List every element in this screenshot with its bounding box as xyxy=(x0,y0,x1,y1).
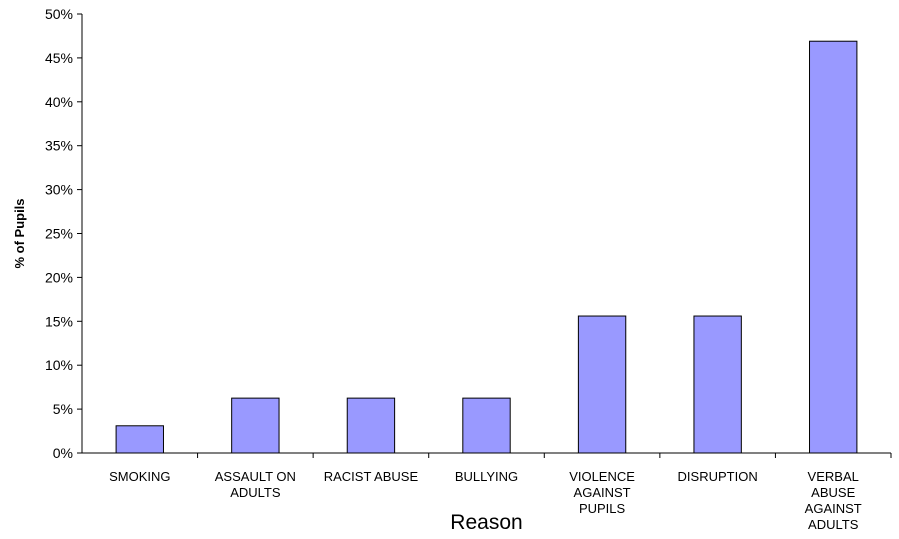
y-tick-label: 45% xyxy=(45,50,73,66)
y-tick-label: 5% xyxy=(53,401,73,417)
y-tick-label: 30% xyxy=(45,182,73,198)
y-tick-label: 35% xyxy=(45,138,73,154)
x-category-label: DISRUPTION xyxy=(678,469,758,484)
y-tick-label: 10% xyxy=(45,357,73,373)
x-category-label: BULLYING xyxy=(455,469,518,484)
x-category-label: VERBAL ABUSE AGAINST ADULTS xyxy=(805,469,862,532)
bar xyxy=(115,425,164,454)
bar xyxy=(693,315,742,454)
y-tick-label: 15% xyxy=(45,313,73,329)
bars xyxy=(115,40,858,454)
y-tick-label: 25% xyxy=(45,226,73,242)
y-tick-label: 20% xyxy=(45,269,73,285)
x-axis-categories: SMOKING ASSAULT ON ADULTS RACIST ABUSE BULLY… xyxy=(109,453,892,532)
y-axis-ticks: 0% 5% 10% 15% 20% 25% 30% 35% 40% 45% 50% xyxy=(45,6,82,461)
y-axis-label: % of Pupils xyxy=(12,198,27,268)
y-tick-label: 40% xyxy=(45,94,73,110)
bar xyxy=(346,397,396,454)
bar xyxy=(809,40,858,454)
y-tick-label: 50% xyxy=(45,6,73,22)
x-category-label: ASSAULT ON ADULTS xyxy=(215,469,296,500)
bar xyxy=(231,397,280,454)
x-axis-label: Reason xyxy=(450,511,522,534)
x-category-label: VIOLENCE AGAINST PUPILS xyxy=(569,469,635,516)
y-tick-label: 0% xyxy=(53,445,73,461)
x-category-label: SMOKING xyxy=(109,469,170,484)
bar xyxy=(462,397,511,454)
bar xyxy=(577,315,627,454)
x-category-label: RACIST ABUSE xyxy=(324,469,419,484)
